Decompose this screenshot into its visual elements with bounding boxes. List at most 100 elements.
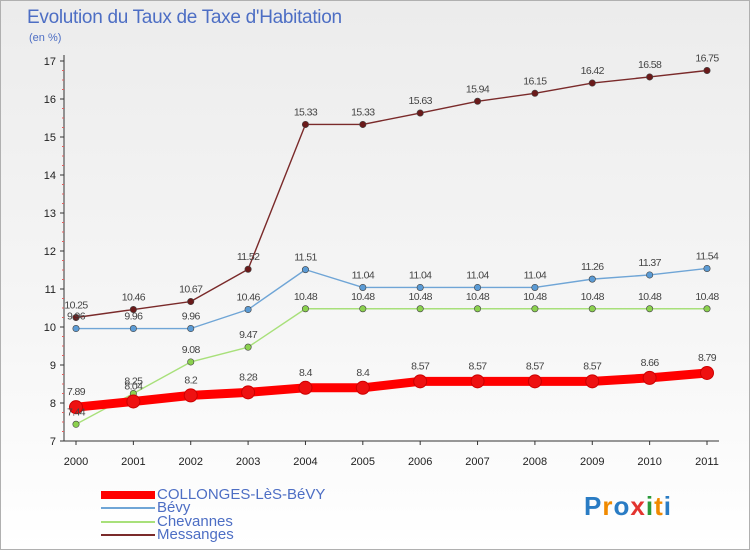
data-point <box>187 298 195 306</box>
data-point <box>244 343 252 351</box>
data-point <box>413 374 428 389</box>
y-tick-label: 11 <box>45 284 56 296</box>
x-tick-label: 2005 <box>351 456 375 468</box>
data-labels-2: 7.44 8.25 9.08 9.47 10.48 10.48 10.48 10.48 10.4… <box>67 291 720 419</box>
y-tick-label: 14 <box>44 170 56 182</box>
data-label: 10.46 <box>236 292 260 304</box>
legend-item: Chevannes <box>101 513 233 530</box>
series-line <box>75 69 708 319</box>
data-label: 8.2 <box>184 374 198 386</box>
data-label: 11.37 <box>638 257 661 269</box>
data-point <box>183 388 198 403</box>
data-label: 15.33 <box>294 106 318 118</box>
data-label: 8.79 <box>698 352 717 364</box>
logo-letter: P <box>584 491 603 521</box>
data-label: 9.47 <box>239 329 258 341</box>
x-tick-label: 2000 <box>64 456 88 468</box>
data-point <box>244 306 252 314</box>
x-tick-label: 2004 <box>293 456 317 468</box>
data-point <box>531 89 539 97</box>
data-label: 8.66 <box>641 357 660 369</box>
data-point <box>129 325 137 333</box>
y-tick-label: 12 <box>44 246 56 258</box>
data-label: 7.89 <box>67 386 86 398</box>
data-label: 11.04 <box>352 269 375 281</box>
data-label: 9.96 <box>67 311 86 323</box>
data-label: 8.57 <box>583 360 602 372</box>
data-label: 15.63 <box>409 95 433 107</box>
logo-letter: o <box>613 491 631 521</box>
data-label: 9.96 <box>124 311 143 323</box>
data-label: 8.57 <box>411 360 430 372</box>
data-point <box>588 305 596 313</box>
logo-letter: i <box>663 491 672 521</box>
data-label: 11.26 <box>581 261 604 273</box>
data-label: 10.46 <box>122 292 146 304</box>
x-tick-label: 2003 <box>236 456 260 468</box>
data-labels-1: 9.96 9.96 9.96 10.46 11.51 11.04 11.04 11.04 11.… <box>67 250 720 323</box>
data-label: 10.48 <box>466 291 490 303</box>
legend-swatch <box>101 534 155 536</box>
data-label: 10.48 <box>294 291 318 303</box>
data-label: 16.42 <box>581 65 605 77</box>
data-label: 11.04 <box>409 269 432 281</box>
data-point <box>700 365 714 380</box>
series-line <box>75 267 708 330</box>
data-point <box>531 305 539 313</box>
data-label: 10.48 <box>523 291 547 303</box>
series-line <box>75 308 708 425</box>
data-point <box>585 374 600 389</box>
data-label: 11.52 <box>237 251 260 263</box>
data-point <box>359 283 367 291</box>
data-point <box>474 97 482 105</box>
data-point <box>355 380 370 395</box>
x-tick-label: 2007 <box>465 456 489 468</box>
x-tick-label: 2001 <box>121 456 145 468</box>
data-point <box>298 380 313 395</box>
data-label: 16.15 <box>523 75 547 87</box>
data-label: 16.58 <box>638 59 662 71</box>
data-point <box>646 305 654 313</box>
y-tick-label: 15 <box>44 132 56 144</box>
data-point <box>416 109 424 117</box>
series-b-vy <box>72 264 711 333</box>
data-label: 10.48 <box>351 291 375 303</box>
y-tick-label: 7 <box>50 436 56 448</box>
legend-item: COLLONGES-LèS-BéVY <box>101 487 325 502</box>
data-labels-3: 10.25 10.46 10.67 11.52 15.33 15.33 15.63 15.94… <box>64 53 720 312</box>
series-messanges <box>72 67 711 321</box>
data-point <box>703 305 711 313</box>
data-point <box>588 79 596 87</box>
data-point <box>301 305 309 313</box>
data-label: 10.48 <box>695 291 719 303</box>
data-point <box>244 265 252 273</box>
data-label: 10.48 <box>409 291 433 303</box>
data-point <box>72 313 80 321</box>
series-collonges-l-s-b-vy <box>69 365 714 415</box>
data-point <box>470 374 485 389</box>
data-label: 11.51 <box>294 252 317 264</box>
y-tick-label: 16 <box>44 94 56 106</box>
data-point <box>703 264 711 272</box>
data-point <box>416 283 424 291</box>
x-tick-label: 2009 <box>580 456 604 468</box>
legend-label: Chevannes <box>157 513 233 530</box>
series-line <box>71 368 712 412</box>
data-label: 10.48 <box>638 291 662 303</box>
data-label: 16.75 <box>695 53 719 65</box>
data-point <box>126 394 141 409</box>
data-point <box>646 271 654 279</box>
logo-letter: x <box>630 491 646 521</box>
data-label: 8.57 <box>526 360 545 372</box>
data-point <box>531 283 539 291</box>
data-point <box>69 400 83 415</box>
y-tick-label: 9 <box>50 360 56 372</box>
y-tick-label: 10 <box>44 322 56 334</box>
data-label: 11.04 <box>524 269 547 281</box>
data-label: 9.96 <box>182 311 201 323</box>
legend-swatch <box>101 507 155 509</box>
data-point <box>642 370 657 385</box>
data-point <box>703 67 711 75</box>
